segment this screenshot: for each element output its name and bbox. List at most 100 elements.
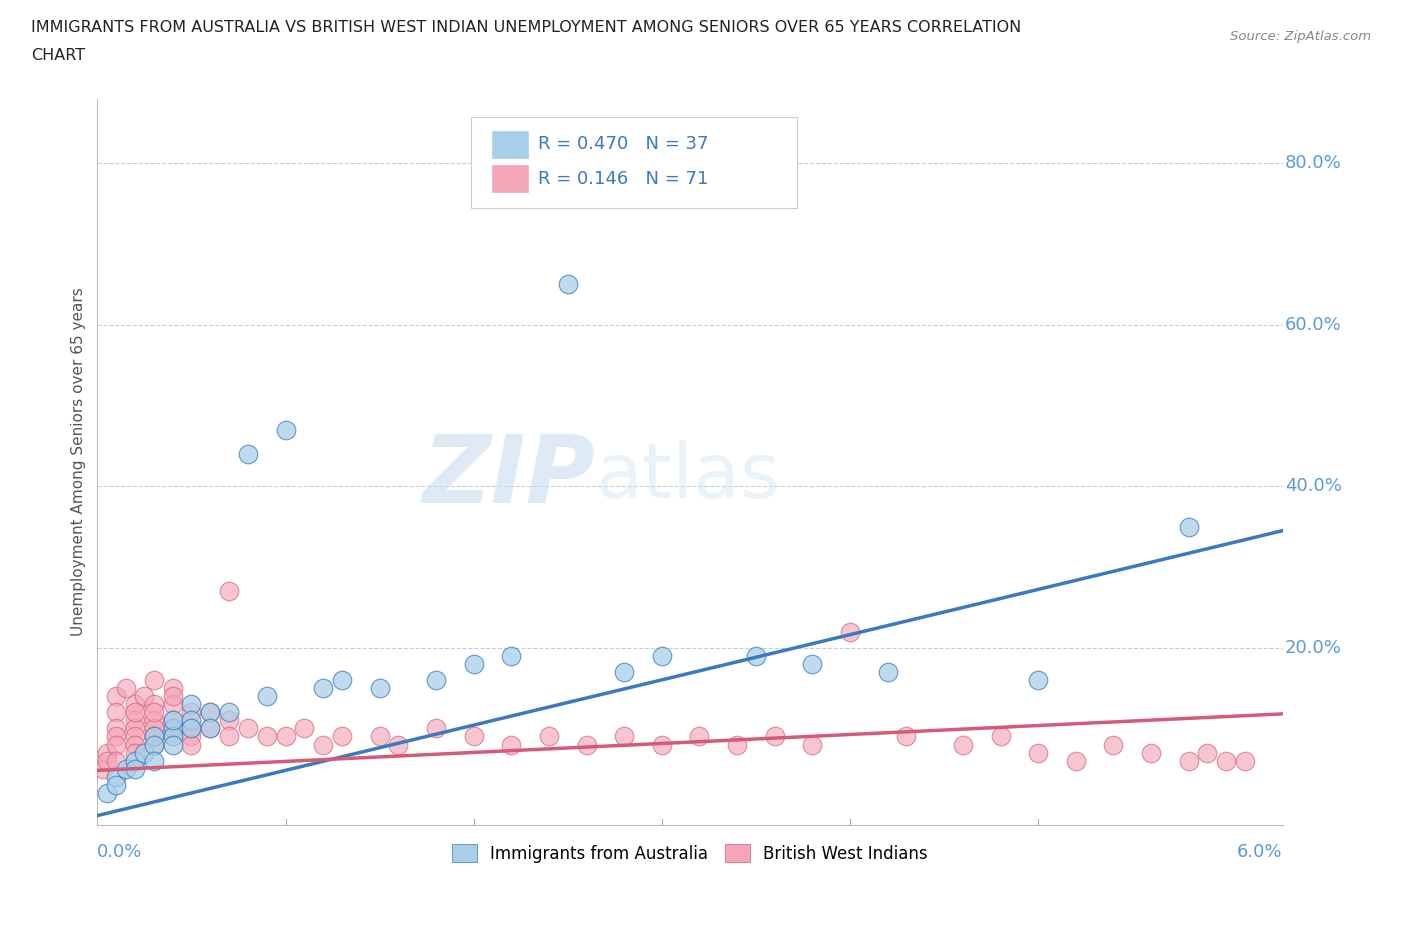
Point xyxy=(142,737,165,752)
Point xyxy=(651,737,673,752)
Point xyxy=(1064,753,1087,768)
Point xyxy=(218,713,240,728)
Point xyxy=(1177,519,1199,534)
Point xyxy=(368,681,391,696)
Bar xyxy=(492,131,527,158)
Point xyxy=(162,729,184,744)
Point xyxy=(142,753,165,768)
Point xyxy=(801,657,824,671)
Point xyxy=(725,737,748,752)
Point xyxy=(387,737,409,752)
Point xyxy=(1177,753,1199,768)
Point xyxy=(1215,753,1237,768)
Point xyxy=(1234,753,1257,768)
Point xyxy=(96,745,118,760)
Text: R = 0.146   N = 71: R = 0.146 N = 71 xyxy=(538,169,709,188)
Point xyxy=(142,737,165,752)
Point xyxy=(274,422,297,437)
Text: R = 0.470   N = 37: R = 0.470 N = 37 xyxy=(538,136,709,153)
Point xyxy=(142,713,165,728)
Point xyxy=(142,729,165,744)
Text: 40.0%: 40.0% xyxy=(1285,477,1341,495)
Point xyxy=(425,672,447,687)
Point xyxy=(613,729,636,744)
Text: ZIP: ZIP xyxy=(422,431,595,523)
Y-axis label: Unemployment Among Seniors over 65 years: Unemployment Among Seniors over 65 years xyxy=(72,287,86,636)
Point xyxy=(501,737,523,752)
Point xyxy=(105,777,128,792)
Point xyxy=(162,697,184,711)
Point xyxy=(180,721,202,736)
Point xyxy=(105,705,128,720)
Point xyxy=(557,277,579,292)
Point xyxy=(114,681,136,696)
Point xyxy=(124,729,146,744)
Point xyxy=(801,737,824,752)
FancyBboxPatch shape xyxy=(471,117,797,207)
Point xyxy=(200,705,222,720)
Point xyxy=(142,721,165,736)
Point xyxy=(292,721,315,736)
Point xyxy=(200,705,222,720)
Text: CHART: CHART xyxy=(31,48,84,63)
Point xyxy=(142,705,165,720)
Point xyxy=(180,713,202,728)
Point xyxy=(91,762,114,777)
Point xyxy=(236,446,259,461)
Point xyxy=(312,737,335,752)
Point xyxy=(124,753,146,768)
Point xyxy=(124,745,146,760)
Point xyxy=(124,721,146,736)
Point xyxy=(312,681,335,696)
Point xyxy=(501,648,523,663)
Point xyxy=(105,753,128,768)
Point xyxy=(613,664,636,679)
Point xyxy=(180,737,202,752)
Point xyxy=(425,721,447,736)
Point xyxy=(162,681,184,696)
Point xyxy=(124,697,146,711)
Point xyxy=(162,713,184,728)
Text: 60.0%: 60.0% xyxy=(1285,316,1341,334)
Point xyxy=(575,737,598,752)
Point xyxy=(218,729,240,744)
Point xyxy=(952,737,974,752)
Point xyxy=(105,721,128,736)
Text: Source: ZipAtlas.com: Source: ZipAtlas.com xyxy=(1230,30,1371,43)
Text: 6.0%: 6.0% xyxy=(1237,844,1282,861)
Point xyxy=(200,721,222,736)
Point xyxy=(162,737,184,752)
Point xyxy=(990,729,1012,744)
Text: IMMIGRANTS FROM AUSTRALIA VS BRITISH WEST INDIAN UNEMPLOYMENT AMONG SENIORS OVER: IMMIGRANTS FROM AUSTRALIA VS BRITISH WES… xyxy=(31,20,1021,35)
Point xyxy=(330,672,353,687)
Point xyxy=(1102,737,1125,752)
Point xyxy=(256,689,278,704)
Point xyxy=(105,689,128,704)
Point xyxy=(142,729,165,744)
Point xyxy=(124,737,146,752)
Text: atlas: atlas xyxy=(595,440,780,513)
Point xyxy=(105,729,128,744)
Point xyxy=(114,762,136,777)
Legend: Immigrants from Australia, British West Indians: Immigrants from Australia, British West … xyxy=(446,838,935,870)
Point xyxy=(142,672,165,687)
Point xyxy=(134,745,156,760)
Point xyxy=(200,721,222,736)
Point xyxy=(368,729,391,744)
Point xyxy=(96,786,118,801)
Text: 20.0%: 20.0% xyxy=(1285,639,1341,657)
Point xyxy=(330,729,353,744)
Point xyxy=(96,753,118,768)
Point xyxy=(1140,745,1163,760)
Text: 0.0%: 0.0% xyxy=(97,844,143,861)
Point xyxy=(180,729,202,744)
Point xyxy=(134,689,156,704)
Point xyxy=(124,762,146,777)
Point xyxy=(218,584,240,599)
Point xyxy=(274,729,297,744)
Point xyxy=(745,648,768,663)
Text: 80.0%: 80.0% xyxy=(1285,154,1341,172)
Point xyxy=(1026,745,1049,760)
Point xyxy=(876,664,898,679)
Point xyxy=(463,729,485,744)
